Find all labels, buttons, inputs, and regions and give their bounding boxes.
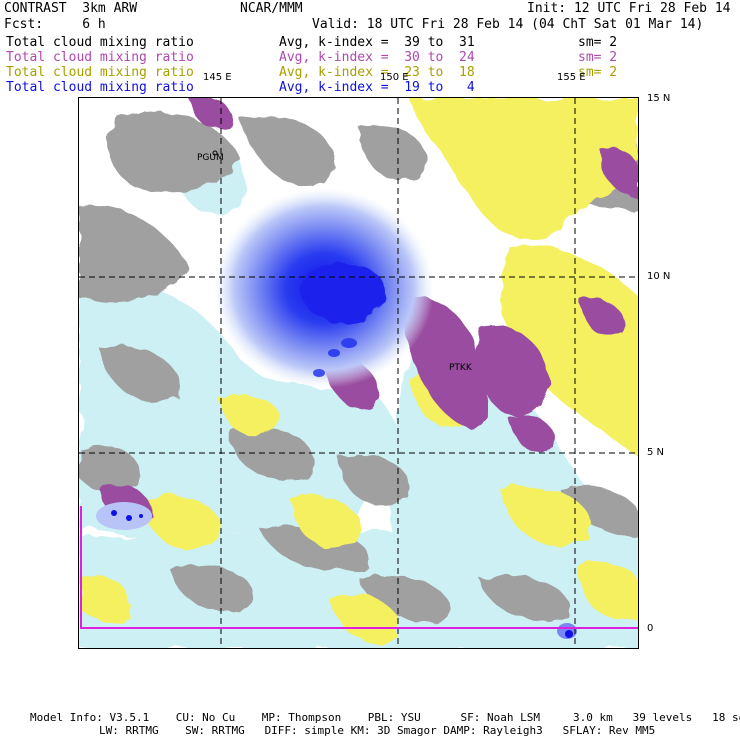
lon-label-155e: 155 E: [557, 72, 586, 83]
model-info-line-2: LW: RRTMG SW: RRTMG DIFF: simple KM: 3D …: [99, 724, 656, 737]
station-pgum: PGUM: [197, 153, 224, 163]
legend-field-1: Total cloud mixing ratio: [6, 35, 194, 50]
lat-lon-grid: [79, 98, 638, 648]
legend-range-1: Avg, k-index = 39 to 31: [279, 35, 475, 50]
lat-label-0: 0: [647, 623, 654, 634]
convective-cell: [139, 514, 143, 518]
center-label: NCAR/MMM: [240, 1, 303, 16]
yellow-cloud-layer: [79, 98, 638, 643]
forecast-hour: Fcst: 6 h: [4, 17, 106, 32]
lat-label-5n: 5 N: [647, 447, 665, 458]
map-panel: PGUM PTKK: [78, 97, 639, 649]
lon-label-150e: 150 E: [380, 72, 409, 83]
init-time: Init: 12 UTC Fri 28 Feb 14: [527, 1, 731, 16]
legend-sm-3: sm= 2: [578, 65, 618, 80]
typhoon-core: [302, 263, 386, 323]
equatorial-cell-core: [565, 630, 573, 638]
cloud-field-map: [79, 98, 638, 648]
model-title: CONTRAST 3km ARW: [4, 1, 138, 16]
domain-boundary: [80, 506, 638, 629]
convective-cell: [126, 515, 132, 521]
rainband-cell: [328, 349, 340, 357]
station-ptkk: PTKK: [449, 363, 472, 373]
convective-cluster: [96, 502, 152, 530]
lon-label-145e: 145 E: [203, 72, 232, 83]
legend-range-4: Avg, k-index = 19 to 4: [279, 80, 475, 95]
convective-cell: [111, 510, 117, 516]
legend-sm-2: sm= 2: [578, 50, 618, 65]
legend-sm-1: sm= 2: [578, 35, 618, 50]
lat-label-10n: 10 N: [647, 271, 671, 282]
rainband-cell: [341, 338, 357, 348]
legend-range-3: Avg, k-index = 23 to 18: [279, 65, 475, 80]
model-info-line-1: Model Info: V3.5.1 CU: No Cu MP: Thompso…: [30, 711, 740, 724]
legend-field-4: Total cloud mixing ratio: [6, 80, 194, 95]
legend-field-3: Total cloud mixing ratio: [6, 65, 194, 80]
lat-label-15n: 15 N: [647, 93, 671, 104]
valid-time: Valid: 18 UTC Fri 28 Feb 14 (04 ChT Sat …: [312, 17, 704, 32]
legend-range-2: Avg, k-index = 30 to 24: [279, 50, 475, 65]
pgum-marker: [212, 150, 218, 156]
gray-cloud-layer: [79, 111, 638, 622]
blue-core-layer: [96, 188, 577, 639]
rainband-cell: [313, 369, 325, 377]
legend-field-2: Total cloud mixing ratio: [6, 50, 194, 65]
